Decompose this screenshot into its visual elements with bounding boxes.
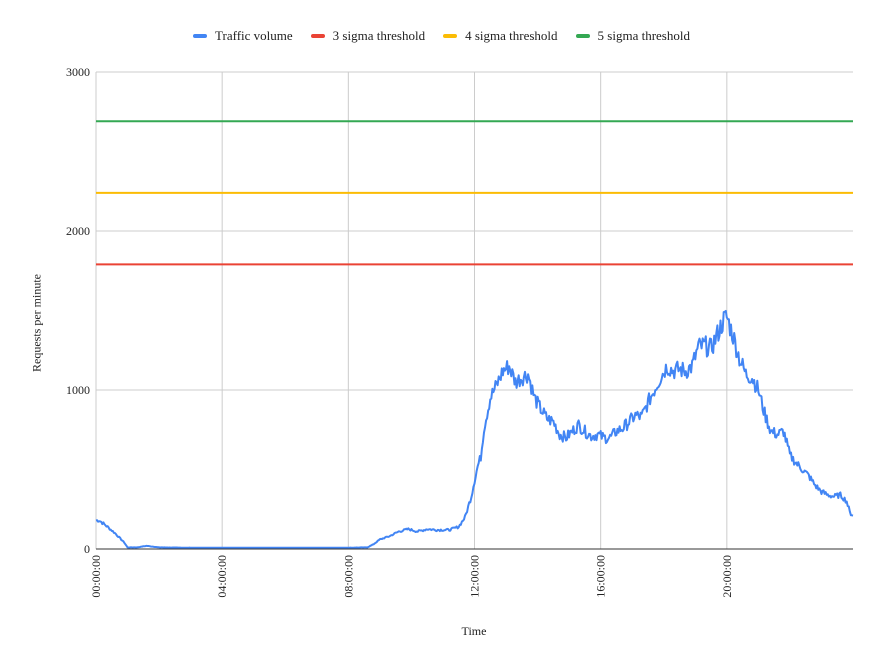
legend-item-5-sigma[interactable]: 5 sigma threshold <box>575 28 690 44</box>
y-tick-label: 1000 <box>66 383 90 397</box>
chart-grid <box>95 71 853 549</box>
x-tick-label: 00:00:00 <box>89 555 103 598</box>
y-tick-label: 2000 <box>66 224 90 238</box>
x-tick-label: 20:00:00 <box>720 555 734 598</box>
chart-series <box>95 120 854 549</box>
legend-swatch-5-sigma <box>575 34 590 38</box>
legend-item-3-sigma[interactable]: 3 sigma threshold <box>310 28 426 44</box>
x-tick-label: 08:00:00 <box>341 555 355 598</box>
traffic-volume-line <box>95 309 854 549</box>
legend-swatch-3-sigma <box>310 34 325 38</box>
legend-item-traffic[interactable]: Traffic volume <box>193 28 293 44</box>
legend-label-4-sigma: 4 sigma threshold <box>465 28 558 43</box>
x-axis-title: Time <box>461 624 487 638</box>
legend-swatch-4-sigma <box>443 34 458 38</box>
y-tick-label: 0 <box>84 542 90 556</box>
legend-swatch-traffic <box>193 34 208 38</box>
legend-label-3-sigma: 3 sigma threshold <box>332 28 426 43</box>
legend-label-traffic: Traffic volume <box>215 28 293 43</box>
chart-axes: 0 1000 2000 3000 00:00:00 04:00:00 08:00:00 12:… <box>66 65 853 598</box>
legend-label-5-sigma: 5 sigma threshold <box>597 28 690 43</box>
chart-legend: Traffic volume 3 sigma threshold 4 sigma… <box>0 28 883 44</box>
y-tick-label: 3000 <box>66 65 90 79</box>
legend-item-4-sigma[interactable]: 4 sigma threshold <box>443 28 558 44</box>
x-tick-label: 04:00:00 <box>215 555 229 598</box>
x-tick-label: 12:00:00 <box>468 555 482 598</box>
x-tick-label: 16:00:00 <box>594 555 608 598</box>
y-axis-title: Requests per minute <box>29 274 44 372</box>
